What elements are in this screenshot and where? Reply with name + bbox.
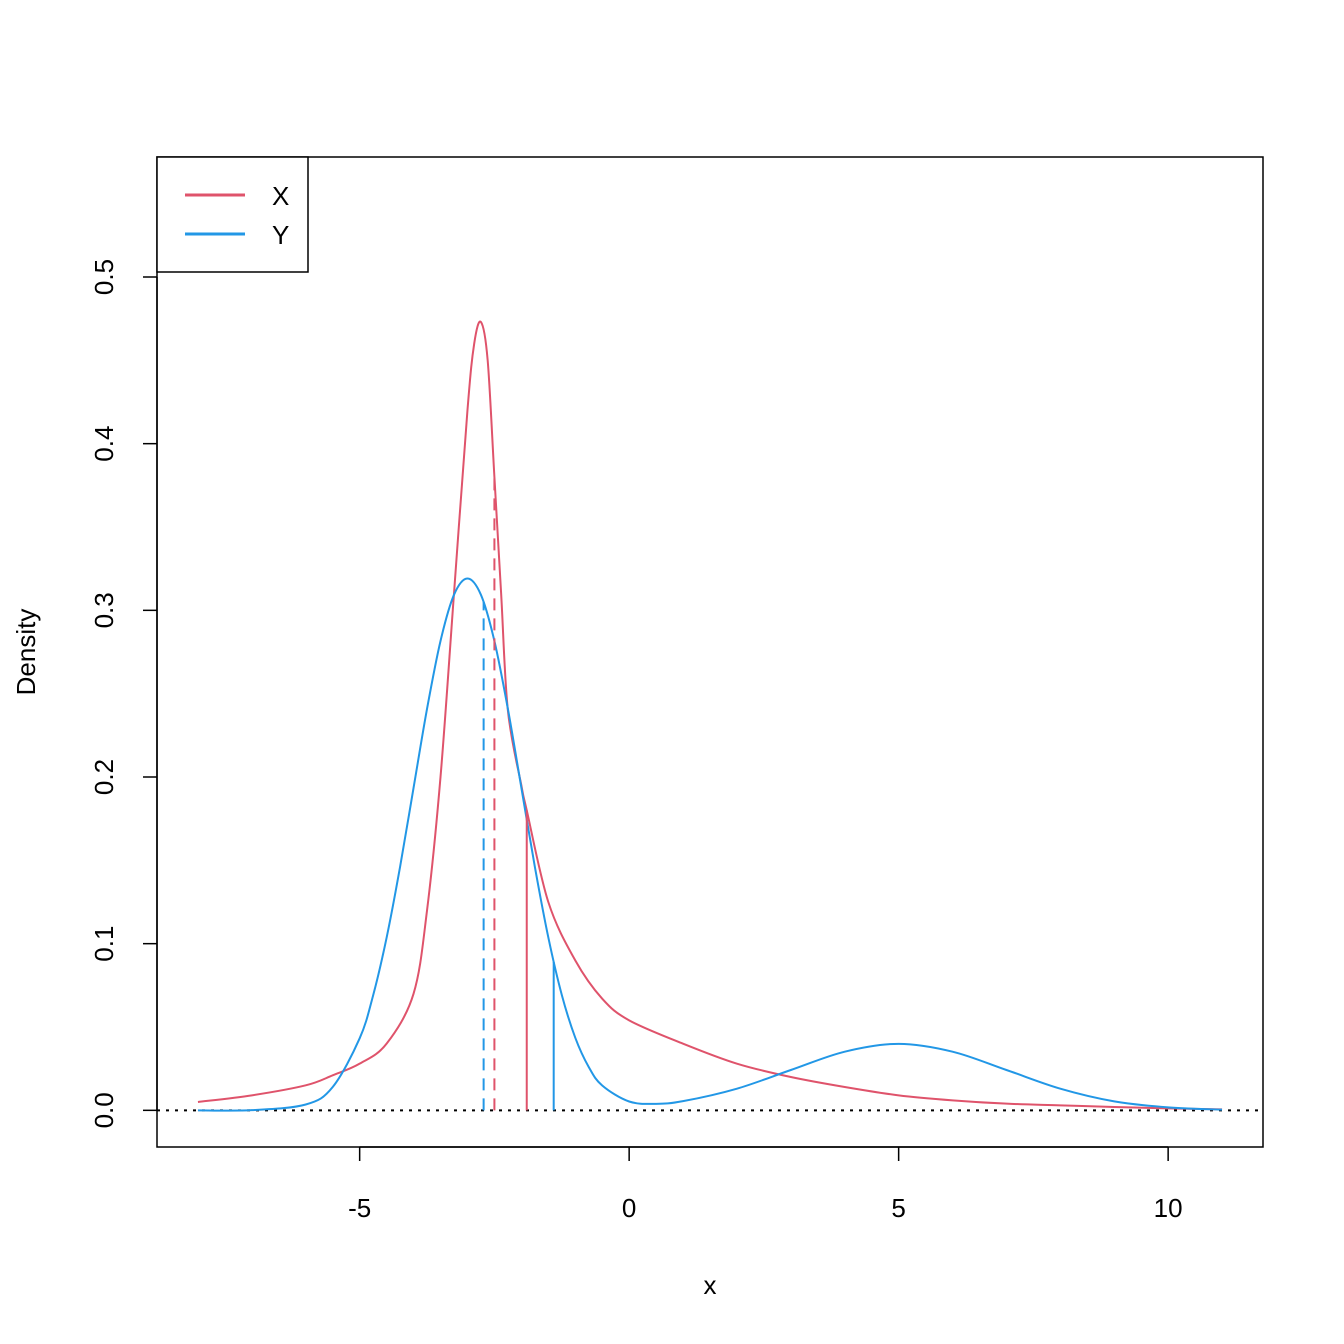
x-axis-title: x <box>704 1270 717 1300</box>
x-tick-label: 5 <box>891 1193 905 1223</box>
y-tick-label: 0.5 <box>89 259 119 295</box>
y-tick-label: 0.1 <box>89 926 119 962</box>
y-tick-label: 0.4 <box>89 426 119 462</box>
x-axis: -5 0 5 10 <box>348 1146 1183 1223</box>
vertical-lines-group <box>482 477 555 1111</box>
x-tick-label: 0 <box>622 1193 636 1223</box>
legend-label-x: X <box>272 181 289 211</box>
y-tick-label: 0.0 <box>89 1092 119 1128</box>
y-tick-label: 0.3 <box>89 592 119 628</box>
series-line-x <box>197 320 1223 1111</box>
x-tick-label: -5 <box>348 1193 371 1223</box>
y-axis: 0.0 0.1 0.2 0.3 0.4 0.5 <box>89 259 158 1128</box>
y-tick-label: 0.2 <box>89 759 119 795</box>
series-group <box>197 320 1223 1112</box>
x-tick-label: 10 <box>1154 1193 1183 1223</box>
legend-box <box>156 156 309 273</box>
legend-label-y: Y <box>272 220 289 250</box>
series-line-y <box>197 577 1223 1112</box>
legend: X Y <box>156 156 309 273</box>
y-axis-title: Density <box>11 609 41 696</box>
plot-frame <box>156 156 1264 1148</box>
